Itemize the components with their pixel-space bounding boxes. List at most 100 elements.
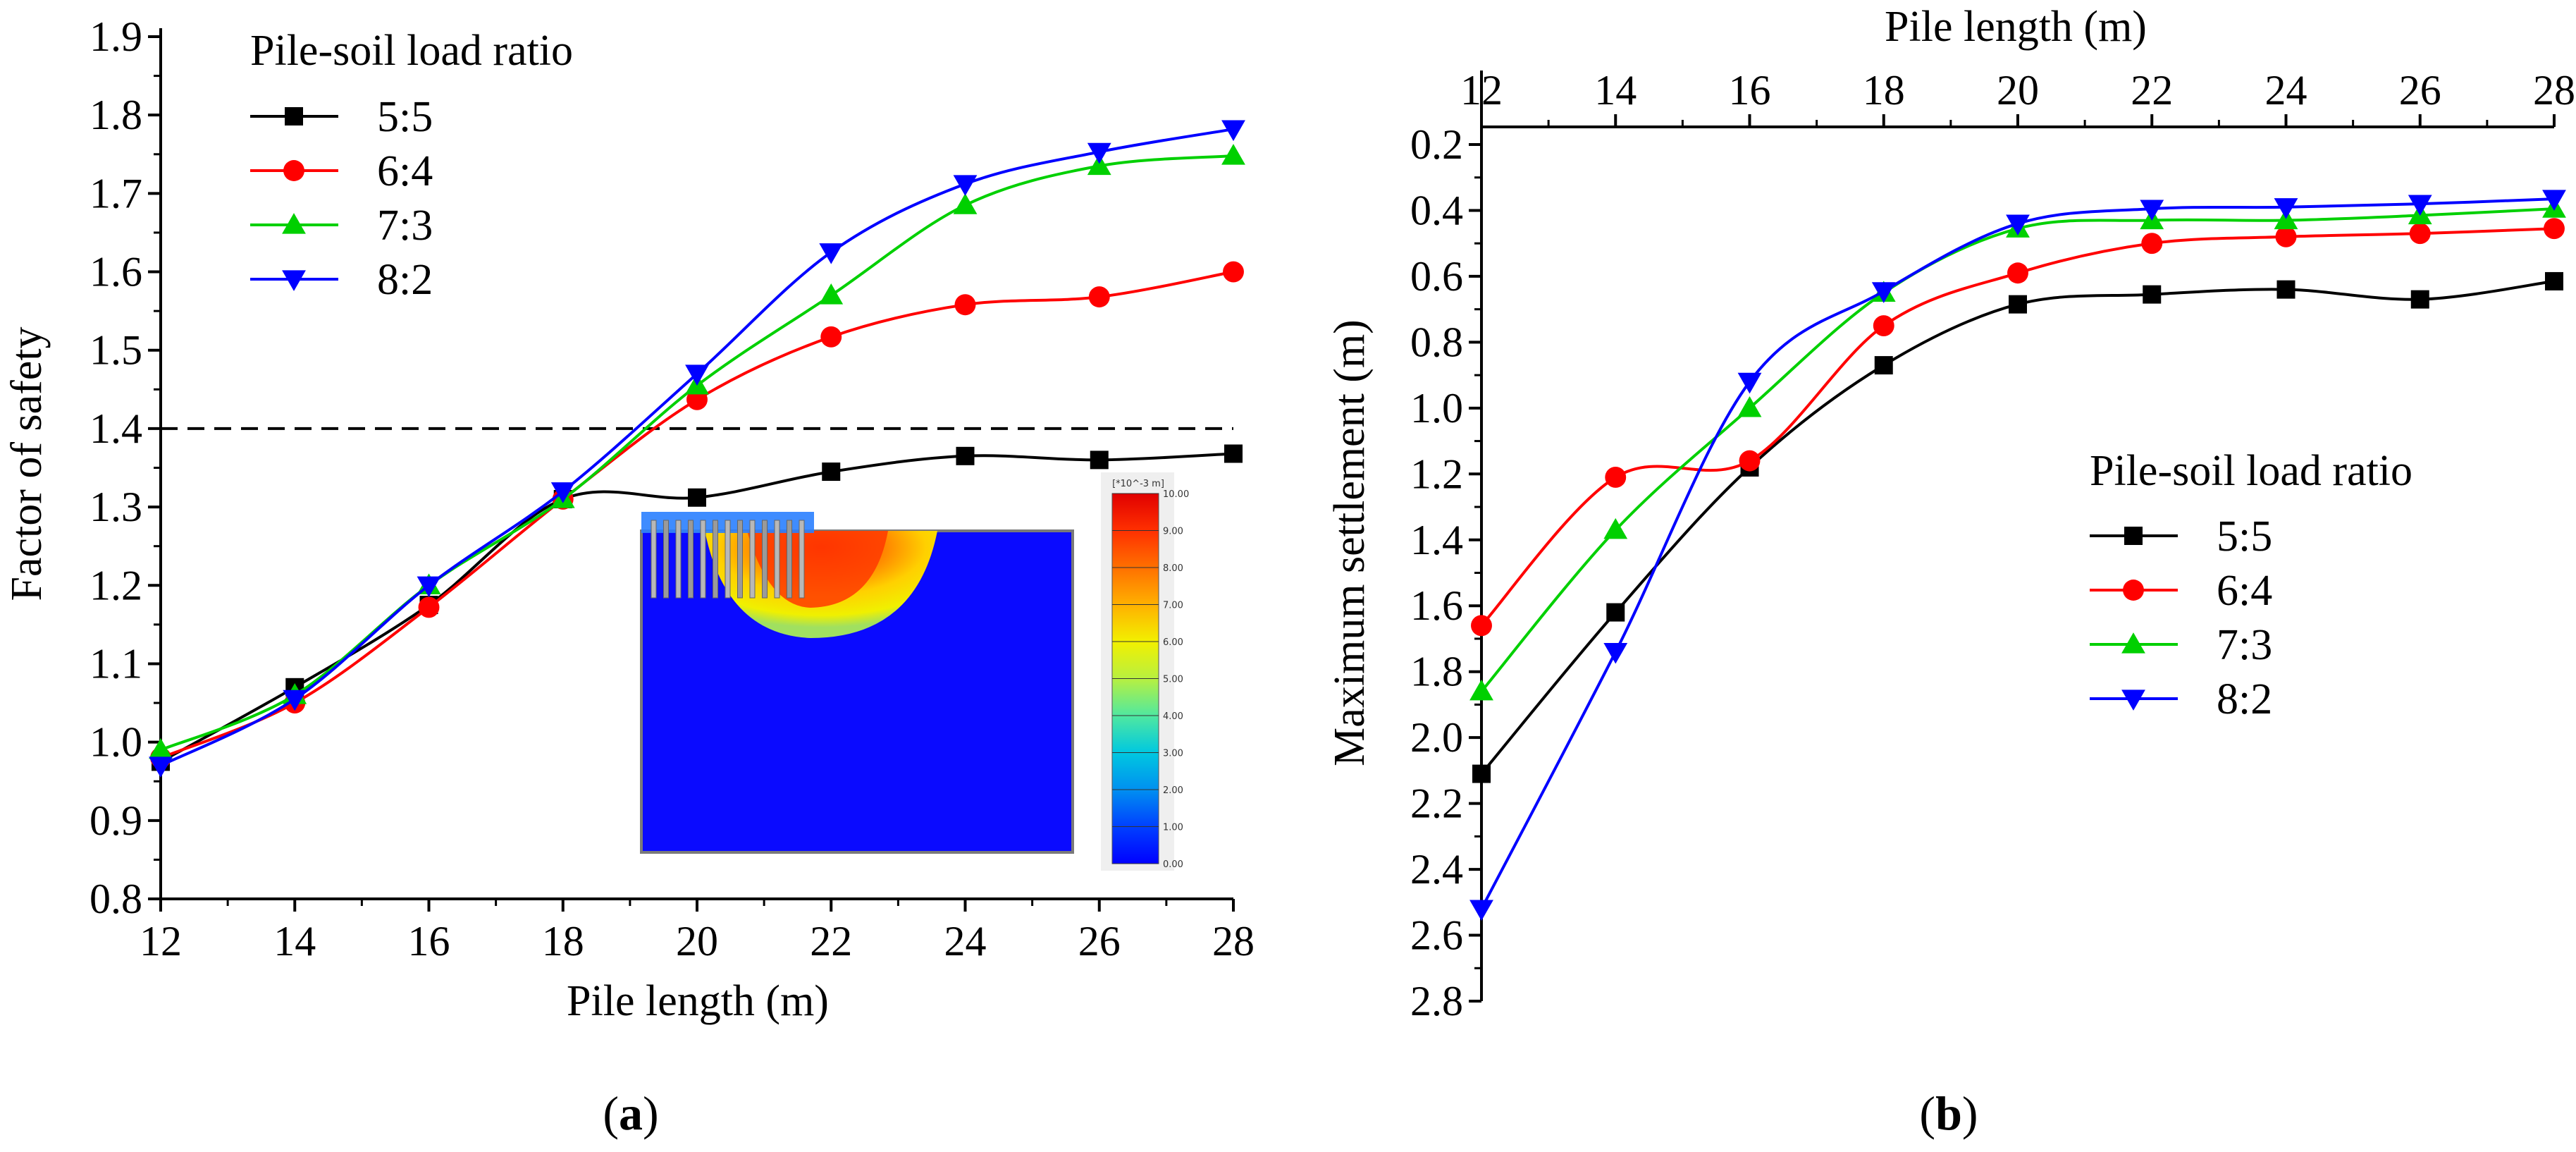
inset-pile xyxy=(774,520,780,599)
b-y-tick-label: 2.0 xyxy=(1410,714,1463,761)
b-series-0-point xyxy=(1606,603,1625,622)
b-series-2-point xyxy=(1737,396,1762,417)
a-x-tick-label: 16 xyxy=(408,918,450,964)
a-series-1-point xyxy=(1088,286,1110,308)
panel-a: 0.80.91.01.11.21.31.41.51.61.71.81.9 12 1… xyxy=(3,13,1255,1140)
b-series-0-point xyxy=(2410,290,2429,309)
b-series-0-point xyxy=(2545,271,2563,290)
a-y-tick-label: 1.4 xyxy=(90,405,142,452)
b-y-tick-label: 0.4 xyxy=(1410,187,1463,233)
panel-b: 0.2 0.4 0.6 0.8 1.0 1.2 1.4 1.6 1.8 2.0 2.2 2.4 2.6 2… xyxy=(1326,3,2575,1140)
b-ylabel: Maximum settlement (m) xyxy=(1326,319,1374,766)
b-series-3-point xyxy=(2274,198,2298,219)
inset-pile xyxy=(713,520,718,599)
b-y-tick-label: 1.8 xyxy=(1410,649,1463,695)
b-series-1-point xyxy=(2141,233,2163,255)
b-series-1-point xyxy=(2544,218,2565,240)
a-legend-marker xyxy=(282,270,306,291)
inset-colorbar-unit: [*10^-3 m] xyxy=(1112,479,1164,489)
b-legend-marker xyxy=(2121,632,2145,654)
inset-colorbar-label: 2.00 xyxy=(1163,785,1183,796)
a-legend-title: Pile-soil load ratio xyxy=(250,27,573,75)
inset-colorbar-label: 0.00 xyxy=(1163,859,1183,870)
b-series-1-point xyxy=(1605,467,1627,488)
inset-pile xyxy=(663,520,669,599)
b-xlabel: Pile length (m) xyxy=(1885,3,2147,51)
a-series-0-point xyxy=(1090,451,1109,470)
a-series-2-point xyxy=(1087,154,1111,176)
b-series-2-point xyxy=(1469,679,1493,701)
inset-pile xyxy=(651,520,657,599)
b-series-1-point xyxy=(2409,223,2431,245)
b-y-tick-label: 2.2 xyxy=(1410,780,1463,827)
b-x-tick-label: 18 xyxy=(1863,67,1905,114)
a-x-ticks: 12 14 16 18 20 22 24 26 28 xyxy=(140,899,1255,964)
b-legend-label: 8:2 xyxy=(2217,675,2272,723)
a-series-3-point xyxy=(685,364,709,386)
b-series-3-point xyxy=(1469,900,1493,921)
a-x-tick-label: 24 xyxy=(944,918,987,964)
b-series-3-point xyxy=(1737,372,1762,394)
inset-colorbar-label: 5.00 xyxy=(1163,675,1183,685)
b-y-tick-label: 1.6 xyxy=(1410,582,1463,629)
a-series-1-point xyxy=(954,294,976,316)
b-y-tick-label: 2.4 xyxy=(1410,846,1463,893)
b-y-tick-label: 2.8 xyxy=(1410,978,1463,1024)
b-series-2-line xyxy=(1481,207,2555,693)
b-y-tick-label: 1.4 xyxy=(1410,517,1463,563)
b-series-3-point xyxy=(2140,200,2164,221)
b-x-tick-label: 12 xyxy=(1460,67,1503,114)
a-x-tick-label: 20 xyxy=(676,918,718,964)
inset-colorbar-label: 3.00 xyxy=(1163,749,1183,759)
b-legend-title: Pile-soil load ratio xyxy=(2090,447,2412,495)
a-series-0-point xyxy=(956,446,975,465)
b-series-1-line xyxy=(1481,227,2555,627)
a-series-3-point xyxy=(819,243,844,264)
inset-contour-plot: 10.00 9.00 8.00 7.00 6.00 5.00 4.00 3.00 2.00 1.0… xyxy=(640,472,1189,871)
b-y-tick-label: 1.2 xyxy=(1410,451,1463,497)
a-y-tick-label: 1.6 xyxy=(90,249,142,295)
a-series-0-point xyxy=(822,462,841,482)
a-x-tick-label: 12 xyxy=(140,918,182,964)
a-y-tick-label: 0.8 xyxy=(90,876,142,922)
a-series-3-point xyxy=(550,482,575,503)
a-series-2-point xyxy=(1221,144,1245,165)
a-series-3-point xyxy=(1087,142,1111,164)
b-series-3-point xyxy=(1603,642,1628,664)
a-series-0-line xyxy=(161,452,1234,764)
b-x-ticks: 12 14 16 18 20 22 24 26 28 xyxy=(1460,67,2575,127)
b-panel-label: (b) xyxy=(1919,1086,1978,1140)
b-series-lines xyxy=(1469,190,2566,921)
a-y-tick-label: 0.9 xyxy=(90,797,142,844)
b-series-1-point xyxy=(1873,315,1894,336)
inset-pile xyxy=(675,520,682,599)
b-x-tick-label: 28 xyxy=(2533,67,2575,114)
b-legend-label: 6:4 xyxy=(2217,567,2272,615)
a-legend-marker xyxy=(285,107,303,125)
b-x-tick-label: 14 xyxy=(1594,67,1637,114)
inset-pile xyxy=(725,520,731,599)
b-x-tick-label: 16 xyxy=(1729,67,1771,114)
b-series-2-point xyxy=(1603,517,1628,539)
b-y-tick-label: 0.6 xyxy=(1410,253,1463,300)
inset-piles xyxy=(651,520,805,599)
b-y-tick-label: 0.2 xyxy=(1410,121,1463,168)
inset-colorbar-label: 6.00 xyxy=(1163,637,1183,648)
a-series-1-point xyxy=(1223,261,1244,283)
a-legend-marker xyxy=(282,213,306,234)
b-y-tick-label: 0.8 xyxy=(1410,319,1463,365)
a-series-3-point xyxy=(283,690,307,711)
a-series-1-point xyxy=(820,326,842,348)
a-y-ticks: 0.8 0.9 1.0 1.1 1.2 1.3 1.4 1.5 1.6 1.7 1.8 1.9 xyxy=(90,13,161,922)
a-series-lines xyxy=(149,120,1245,778)
b-legend-marker xyxy=(2121,690,2145,711)
a-x-tick-label: 28 xyxy=(1212,918,1255,964)
a-y-tick-label: 1.0 xyxy=(90,719,142,766)
inset-colorbar-label: 10.00 xyxy=(1163,489,1189,500)
b-series-1-point xyxy=(1471,615,1492,637)
b-series-3-point xyxy=(1871,282,1896,303)
b-x-tick-label: 24 xyxy=(2265,67,2307,114)
inset-colorbar-label: 1.00 xyxy=(1163,823,1183,833)
a-series-0-point xyxy=(1224,444,1243,463)
b-x-tick-label: 20 xyxy=(1997,67,2039,114)
